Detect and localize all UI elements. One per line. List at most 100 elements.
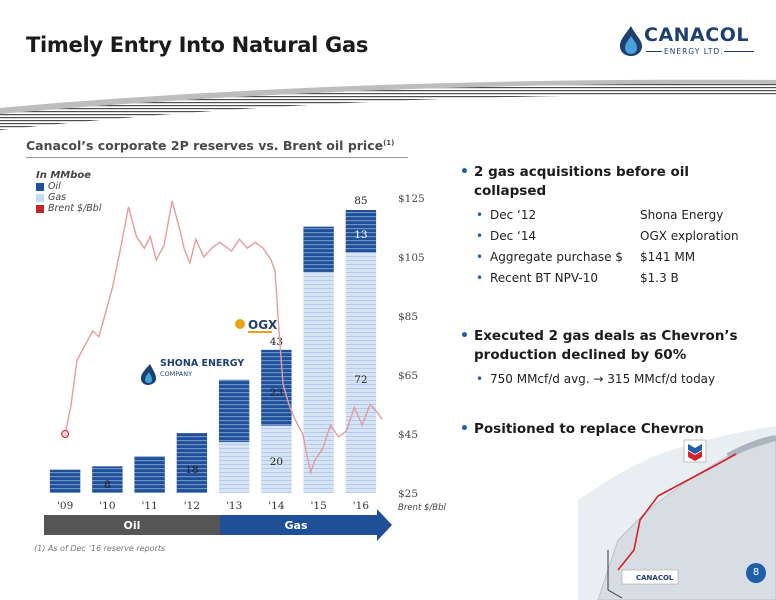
bar-oil-5 [261, 349, 292, 426]
x-tick-label: '16 [353, 500, 370, 512]
chevron-icon [683, 439, 707, 463]
page-number: 8 [746, 563, 766, 583]
shona-flame-inner [145, 372, 152, 383]
bar-data-label: 23 [270, 387, 283, 399]
company-logo: CANACOL ENERGY LTD. [616, 20, 756, 64]
map-logo-text: CANACOL [636, 574, 674, 582]
chart-subtitle: Canacol’s corporate 2P reserves vs. Bren… [26, 138, 394, 153]
y-tick-label: $105 [398, 252, 425, 264]
bar-oil-4 [218, 379, 250, 443]
spacer [460, 289, 760, 327]
legend-label-gas: Gas [48, 192, 67, 203]
logo-tagline: ENERGY LTD. [664, 47, 724, 56]
bar-gas-6 [303, 271, 334, 493]
legend-item-brent: Brent $/Bbl [36, 203, 101, 214]
reserves-vs-brent-chart: 8 18 43 23 20 85 13 72 '09 '10 '11 '12 '13 '14 '15 '16… [44, 193, 446, 541]
sub-bullet-key: 750 MMcf/d avg. → 315 MMcf/d today [490, 372, 716, 386]
bar-oil-3 [176, 433, 208, 493]
sub-bullet-key: Recent BT NPV-10 [490, 271, 598, 285]
legend-swatch-gas [36, 193, 44, 202]
sub-bullet-key: Aggregate purchase $ [490, 250, 623, 264]
header-swoosh [0, 79, 776, 130]
logo-name: CANACOL [644, 24, 749, 46]
spacer [460, 390, 760, 420]
bullet-acquisitions: 2 gas acquisitions before oil collapsed [460, 163, 760, 201]
bar-gas-7 [345, 252, 377, 493]
sub-bullet-value: Shona Energy [640, 208, 724, 222]
bar-data-label: 13 [354, 229, 367, 241]
bullet-chevron-deals: Executed 2 gas deals as Chevron’s produc… [460, 327, 760, 365]
legend-swatch-oil [36, 182, 44, 191]
slide-title: Timely Entry Into Natural Gas [26, 33, 369, 57]
bar-oil-1 [92, 466, 123, 493]
bar-gas-4 [218, 442, 250, 493]
bar-oil-2 [134, 456, 165, 493]
y-tick-label: $85 [398, 311, 418, 323]
ogx-logo: OGX [235, 318, 278, 333]
gas-phase-arrow [220, 509, 392, 541]
sub-bullet-key: Dec ‘12 [490, 208, 537, 222]
y-ticks-group: $125 $105 $85 $65 $45 $25 [398, 193, 425, 500]
ogx-sun-icon [235, 319, 245, 329]
bar-gas-5 [261, 425, 292, 493]
shona-logo-subtext: COMPANY [160, 370, 192, 378]
sub-bullet: Recent BT NPV-10 $1.3 B [460, 268, 760, 289]
ogx-underline [248, 331, 272, 333]
shona-energy-logo: SHONA ENERGY COMPANY [141, 358, 244, 385]
x-tick-label: '12 [184, 500, 200, 512]
pipeline-map: CANACOL [578, 426, 776, 600]
brent-axis-title: Brent $/Bbl [398, 503, 446, 513]
legend-item-gas: Gas [36, 192, 101, 203]
x-tick-label: '14 [268, 500, 285, 512]
ogx-logo-text: OGX [248, 318, 278, 332]
bars-group [49, 210, 377, 493]
x-ticks-group: '09 '10 '11 '12 '13 '14 '15 '16 [57, 500, 369, 512]
bullet-replace-chevron: Positioned to replace Chevron [460, 420, 760, 439]
footnote: (1) As of Dec ‘16 reserve reports [34, 544, 166, 553]
shona-logo-text: SHONA ENERGY [160, 358, 244, 369]
key-points: 2 gas acquisitions before oil collapsed … [460, 163, 760, 439]
y-tick-label: $65 [398, 370, 418, 382]
bar-data-label: 85 [354, 195, 367, 207]
sub-bullet: Aggregate purchase $ $141 MM [460, 247, 760, 268]
bar-data-label: 43 [270, 336, 283, 348]
legend-unit: In MMboe [36, 170, 92, 181]
legend-label-oil: Oil [48, 181, 61, 192]
gas-phase-label: Gas [285, 519, 308, 532]
sub-bullet-value: $141 MM [640, 250, 696, 264]
brent-start-marker [61, 430, 70, 438]
brent-price-line [64, 200, 383, 475]
bar-oil-0 [49, 469, 81, 493]
footnote-ref: (1) [383, 138, 395, 147]
bar-oil-7 [345, 210, 377, 253]
bar-data-label: 8 [104, 479, 111, 491]
x-tick-label: '13 [226, 500, 242, 512]
bar-oil-6 [303, 226, 334, 272]
legend-swatch-brent [36, 204, 44, 213]
x-tick-label: '11 [142, 500, 158, 512]
flame-icon [620, 26, 642, 56]
map-logo-box [621, 569, 679, 585]
y-tick-label: $125 [398, 193, 425, 205]
bar-data-label: 72 [354, 374, 367, 386]
sub-bullet-value: $1.3 B [640, 271, 679, 285]
oil-phase-bar [44, 515, 220, 535]
sub-bullet: 750 MMcf/d avg. → 315 MMcf/d today [460, 369, 760, 390]
legend-item-oil: Oil [36, 181, 101, 192]
logo-rule [646, 51, 662, 52]
y-tick-label: $45 [398, 429, 418, 441]
bar-data-label: 18 [185, 464, 198, 476]
chart-legend: In MMboe Oil Gas Brent $/Bbl [36, 170, 101, 214]
oil-phase-label: Oil [124, 519, 141, 532]
y-tick-label: $25 [398, 488, 418, 500]
sub-bullet: Dec ‘14 OGX exploration [460, 226, 760, 247]
x-tick-label: '10 [99, 500, 115, 512]
legend-label-brent: Brent $/Bbl [48, 203, 102, 214]
sub-bullet-key: Dec ‘14 [490, 229, 537, 243]
x-tick-label: '09 [57, 500, 73, 512]
x-tick-label: '15 [311, 500, 327, 512]
bar-data-label: 20 [270, 456, 283, 468]
chart-subtitle-text: Canacol’s corporate 2P reserves vs. Bren… [26, 138, 384, 153]
subtitle-divider [26, 157, 408, 158]
sub-bullet-value: OGX exploration [640, 229, 739, 243]
